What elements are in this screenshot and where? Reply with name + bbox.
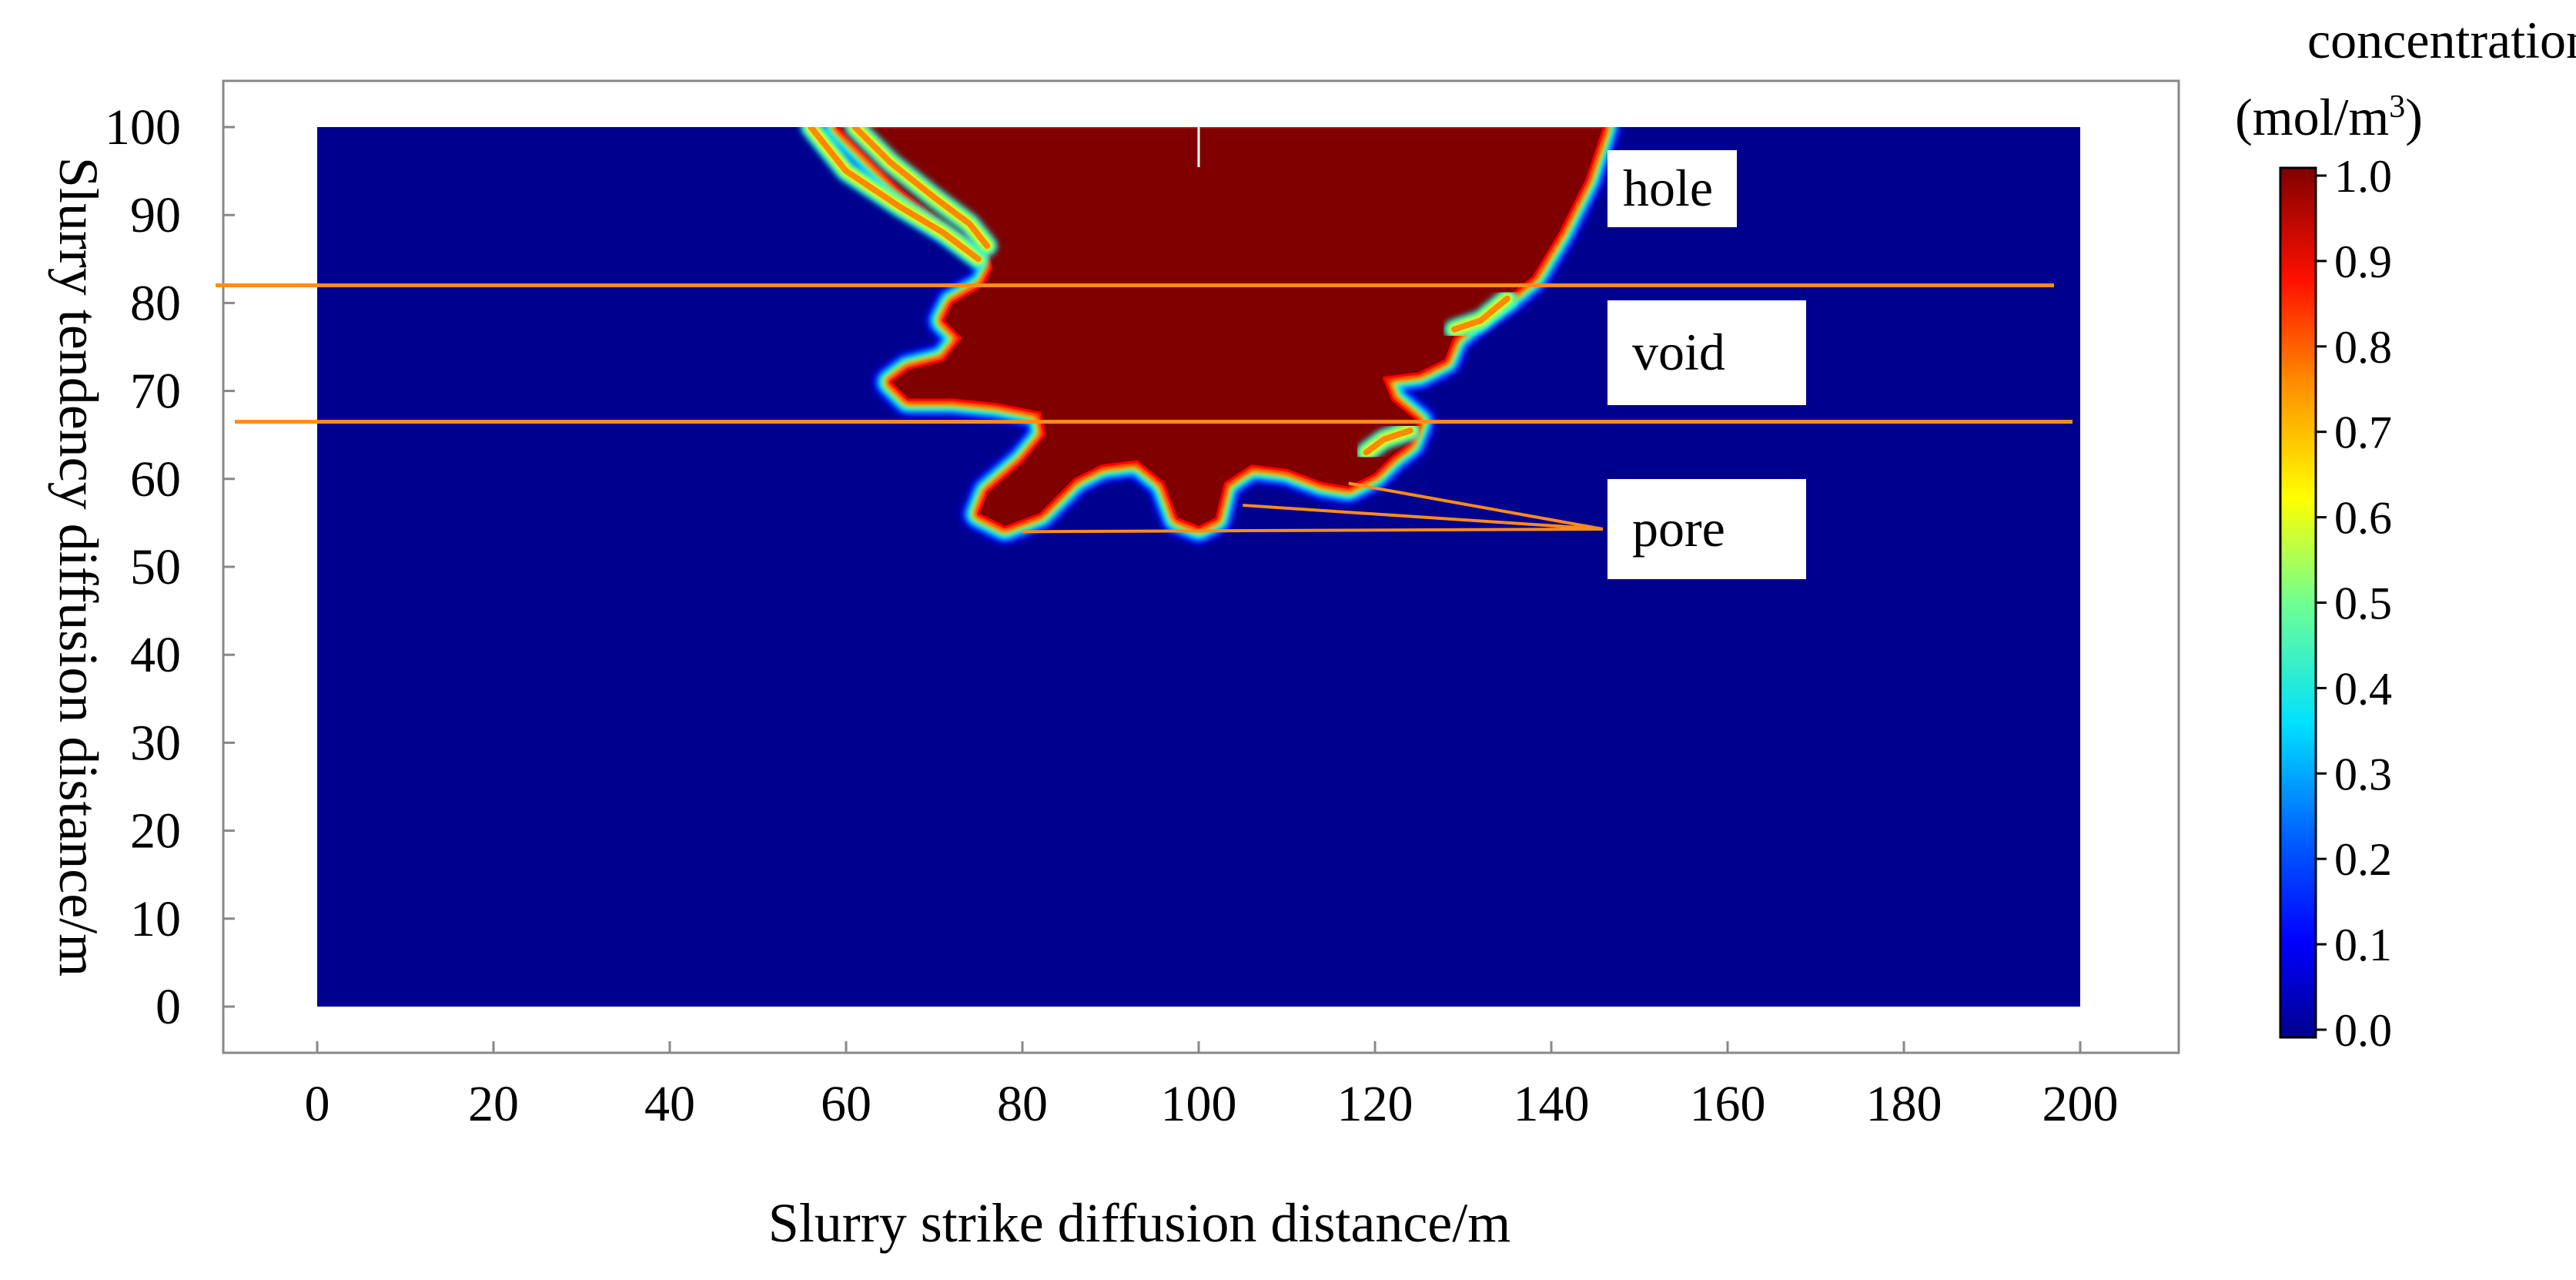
colorbar-tick-label: 0.7 (2334, 407, 2392, 458)
annotation-leader-line (1348, 481, 1604, 531)
x-tick-label: 60 (821, 1076, 871, 1132)
concentration-field (801, 127, 1621, 545)
annotation-leader-line (1243, 504, 1604, 531)
partial-band-core (851, 127, 991, 250)
colorbar-unit-text: (mol/m (2235, 88, 2389, 146)
partial-band-2 (1444, 288, 1517, 340)
y-tick-label: 80 (130, 275, 181, 331)
y-tick-label: 10 (130, 891, 181, 947)
partial-band-core (1363, 427, 1413, 456)
y-tick-label: 60 (130, 451, 181, 508)
colorbar-unit: (mol/m3) (2235, 88, 2423, 146)
y-tick-label: 70 (130, 364, 181, 420)
x-axis-label: Slurry strike diffusion distance/m (768, 1192, 1511, 1254)
x-tick-label: 120 (1337, 1076, 1413, 1132)
colorbar-gradient (2279, 166, 2317, 1039)
colorbar-unit-close: ) (2405, 88, 2423, 146)
x-tick-label: 100 (1161, 1076, 1237, 1132)
y-axis-label: Slurry tendency diffusion distance/m (48, 157, 109, 977)
colorbar-unit-superscript: 3 (2389, 89, 2405, 125)
y-tick-label: 100 (105, 99, 181, 156)
colorbar-tick-label: 0.9 (2334, 236, 2392, 287)
partial-band-core (1451, 295, 1510, 333)
x-tick-label: 40 (644, 1076, 695, 1132)
horizontal-marker-lines (216, 283, 2073, 424)
colorbar-title: concentration (2307, 11, 2576, 69)
x-tick-label: 140 (1514, 1076, 1590, 1132)
annotation-pore: pore (1022, 479, 1806, 579)
x-tick-label: 80 (997, 1076, 1048, 1132)
x-tick-label: 160 (1690, 1076, 1766, 1132)
x-tick-label: 200 (2042, 1076, 2119, 1132)
colorbar-tick-label: 0.2 (2334, 834, 2392, 885)
y-tick-label: 20 (130, 803, 181, 859)
colorbar-tick-label: 0.3 (2334, 749, 2392, 799)
y-tick-label: 90 (130, 187, 181, 243)
partial-band-core (808, 127, 982, 263)
x-tick-label: 0 (305, 1076, 330, 1132)
annotation-box (1607, 479, 1806, 579)
colorbar-tick-label: 0.1 (2334, 920, 2392, 970)
colorbar-tick-label: 0.8 (2334, 322, 2392, 373)
y-tick-label: 40 (130, 627, 181, 683)
colorbar-tick-label: 1.0 (2334, 151, 2392, 202)
annotation-label: pore (1632, 499, 1725, 558)
partial-band-1 (845, 127, 998, 256)
colorbar-tick-label: 0.5 (2334, 578, 2392, 629)
colorbar-tick-label: 0.4 (2334, 663, 2392, 714)
annotation-label: void (1632, 323, 1725, 381)
annotation-void: void (1607, 300, 1806, 405)
x-axis-ticks: 0 20 40 60 80 100 120 140 160 180 200 (305, 1041, 2119, 1132)
annotation-label: hole (1623, 159, 1713, 217)
annotation-hole: hole (1607, 150, 1737, 227)
colorbar-tick-label: 0.0 (2334, 1005, 2392, 1056)
y-tick-label: 50 (130, 539, 181, 595)
colorbar-ticks: 0.0 0.1 0.2 0.3 0.4 0.5 0.6 0.7 0.8 0.9 1.0 (2316, 151, 2392, 1056)
x-tick-label: 180 (1866, 1076, 1942, 1132)
annotation-leader-line (1022, 528, 1604, 534)
y-axis-ticks: 0 10 20 30 40 50 60 70 80 90 100 (105, 99, 235, 1035)
colorbar: concentration (mol/m3) 0.00.10.20.30.40.… (2235, 11, 2576, 1056)
partial-band-3 (1356, 421, 1420, 463)
colorbar-tick-label: 0.6 (2334, 493, 2392, 544)
y-tick-label: 0 (156, 979, 181, 1035)
x-tick-label: 20 (468, 1076, 519, 1132)
annotations: hole void pore (1022, 150, 1806, 579)
annotation-box (1607, 150, 1737, 227)
partial-band-0 (801, 127, 989, 270)
annotation-box (1607, 300, 1806, 405)
y-tick-label: 30 (130, 715, 181, 771)
